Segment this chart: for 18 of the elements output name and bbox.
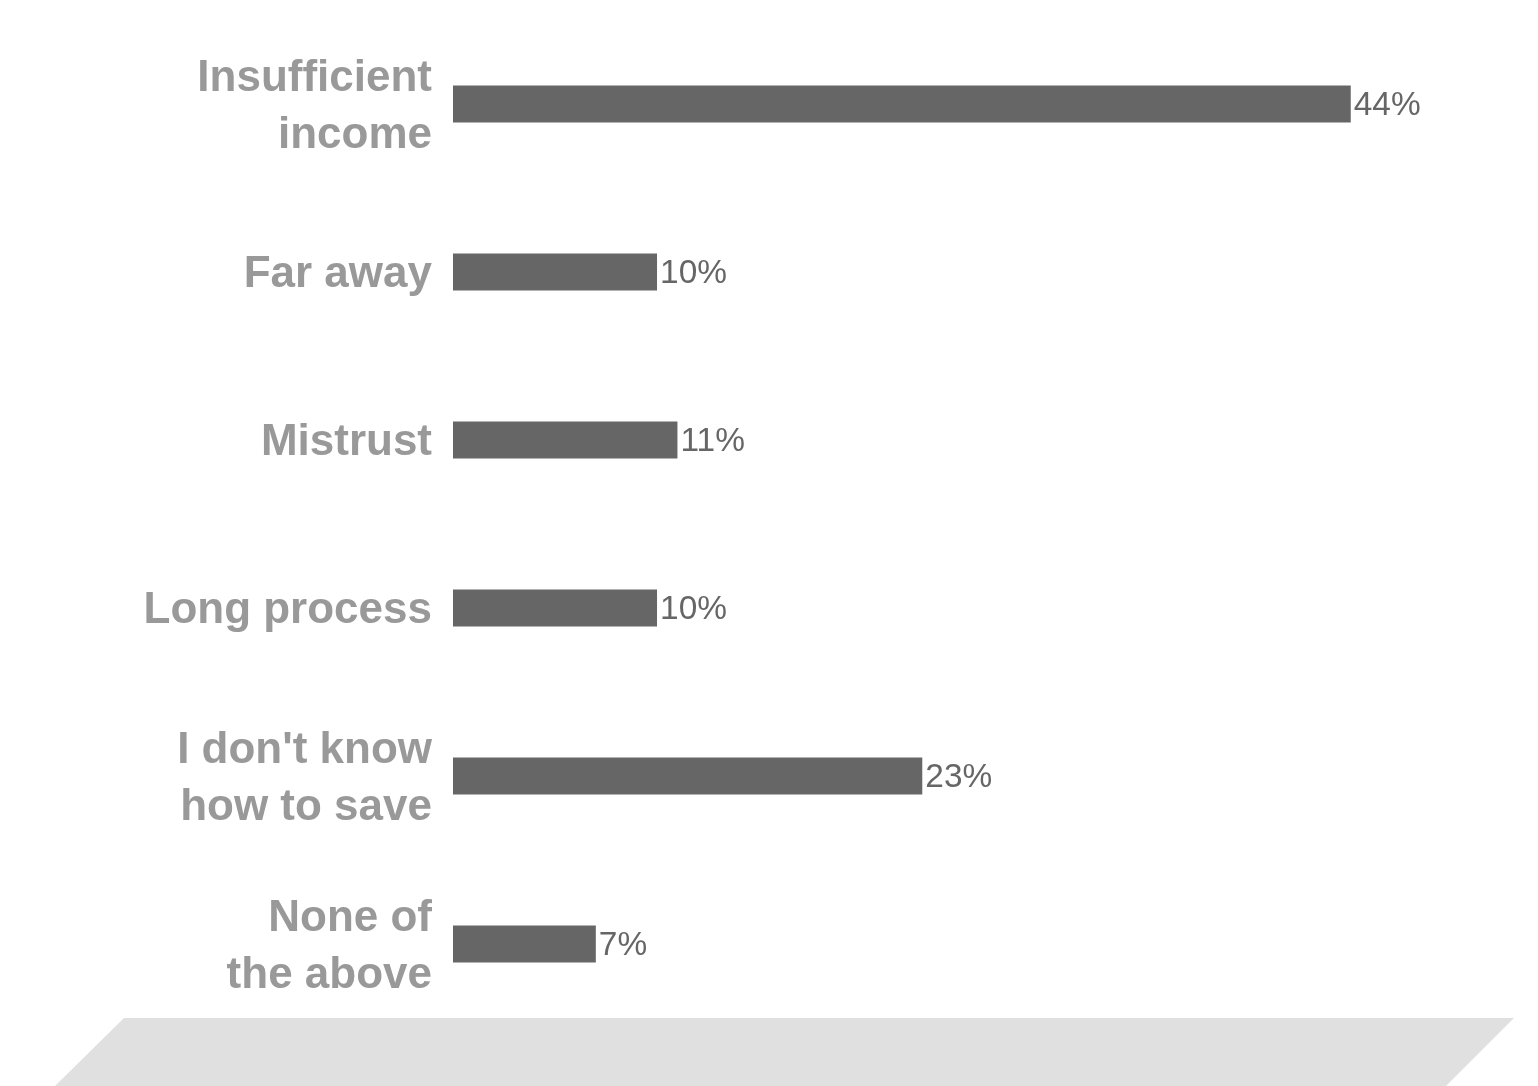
y-tick-label: Mistrust: [260, 415, 433, 465]
bar: [453, 421, 678, 459]
bar: [453, 589, 658, 627]
data-label: 10%: [660, 589, 727, 627]
bar: [453, 757, 923, 795]
y-tick-label: Insufficient income: [197, 50, 433, 157]
data-label: 23%: [925, 757, 993, 795]
y-tick-label: Long process: [143, 583, 432, 633]
data-label: 7%: [598, 925, 648, 963]
data-label: 44%: [1353, 85, 1421, 123]
data-label: 11%: [680, 421, 745, 459]
data-label: 10%: [660, 253, 727, 291]
bar: [453, 85, 1351, 123]
y-tick-label: Far away: [243, 247, 433, 297]
y-tick-label: None of the above: [226, 890, 433, 997]
bar: [453, 925, 596, 963]
y-tick-label: I don't know how to save: [177, 722, 433, 829]
bar: [453, 253, 658, 291]
